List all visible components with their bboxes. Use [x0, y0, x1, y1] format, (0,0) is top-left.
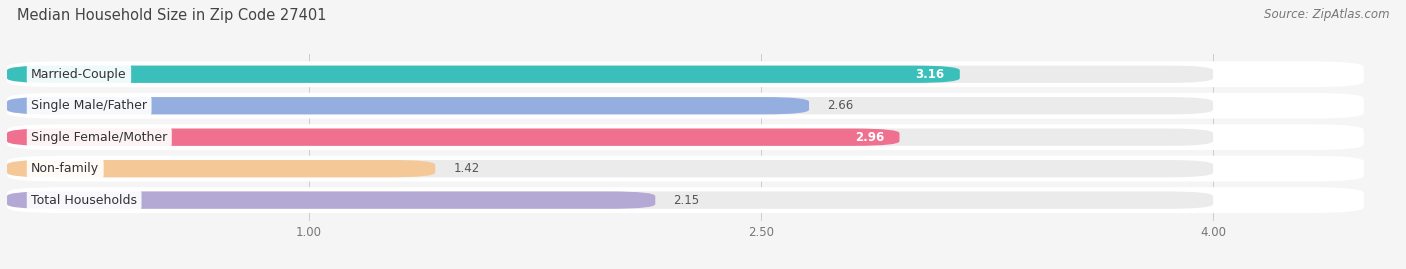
FancyBboxPatch shape [7, 61, 1364, 87]
FancyBboxPatch shape [7, 66, 1213, 83]
Text: Single Male/Father: Single Male/Father [31, 99, 148, 112]
Text: 2.96: 2.96 [855, 131, 884, 144]
Text: 2.15: 2.15 [673, 194, 700, 207]
FancyBboxPatch shape [7, 192, 1213, 209]
FancyBboxPatch shape [7, 129, 1213, 146]
Text: 3.16: 3.16 [915, 68, 945, 81]
FancyBboxPatch shape [7, 124, 1364, 150]
FancyBboxPatch shape [7, 156, 1364, 182]
FancyBboxPatch shape [7, 160, 436, 177]
FancyBboxPatch shape [7, 192, 655, 209]
Text: Total Households: Total Households [31, 194, 138, 207]
FancyBboxPatch shape [7, 160, 1213, 177]
FancyBboxPatch shape [7, 97, 1213, 114]
FancyBboxPatch shape [7, 187, 1364, 213]
FancyBboxPatch shape [7, 93, 1364, 119]
Text: Married-Couple: Married-Couple [31, 68, 127, 81]
FancyBboxPatch shape [7, 129, 900, 146]
Text: Non-family: Non-family [31, 162, 100, 175]
Text: Source: ZipAtlas.com: Source: ZipAtlas.com [1264, 8, 1389, 21]
Text: Single Female/Mother: Single Female/Mother [31, 131, 167, 144]
Text: 1.42: 1.42 [453, 162, 479, 175]
Text: Median Household Size in Zip Code 27401: Median Household Size in Zip Code 27401 [17, 8, 326, 23]
FancyBboxPatch shape [7, 66, 960, 83]
FancyBboxPatch shape [7, 97, 808, 114]
Text: 2.66: 2.66 [827, 99, 853, 112]
